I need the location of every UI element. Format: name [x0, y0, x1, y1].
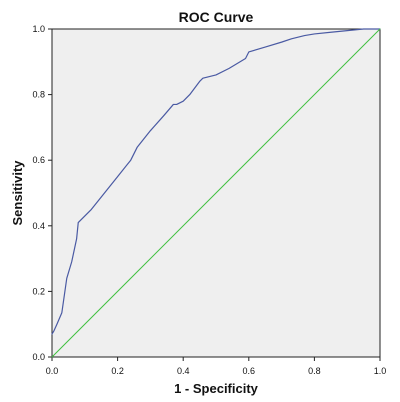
x-tick-label: 0.2: [111, 366, 124, 376]
y-tick-label: 0.2: [32, 286, 45, 296]
y-tick-label: 0.4: [32, 221, 45, 231]
y-tick-label: 0.6: [32, 155, 45, 165]
plot-border: [51, 28, 381, 358]
y-tick-label: 1.0: [32, 24, 45, 34]
y-tick-label: 0.8: [32, 90, 45, 100]
reference-line: [51, 28, 381, 358]
series-layer: [51, 28, 381, 358]
x-tick-label: 1.0: [374, 366, 387, 376]
chart-title: ROC Curve: [179, 9, 254, 25]
roc-curve-line: [51, 28, 381, 335]
x-tick-label: 0.4: [177, 366, 190, 376]
x-tick-label: 0.6: [243, 366, 256, 376]
y-tick-label: 0.0: [32, 352, 45, 362]
x-axis-label: 1 - Specificity: [174, 381, 259, 396]
x-axis-ticks: 0.0 0.2 0.4 0.6 0.8 1.0: [46, 357, 387, 376]
y-axis-ticks: 0.0 0.2 0.4 0.6 0.8 1.0: [32, 24, 52, 362]
x-tick-label: 0.0: [46, 366, 59, 376]
y-axis-label: Sensitivity: [10, 160, 25, 226]
x-tick-label: 0.8: [308, 366, 321, 376]
